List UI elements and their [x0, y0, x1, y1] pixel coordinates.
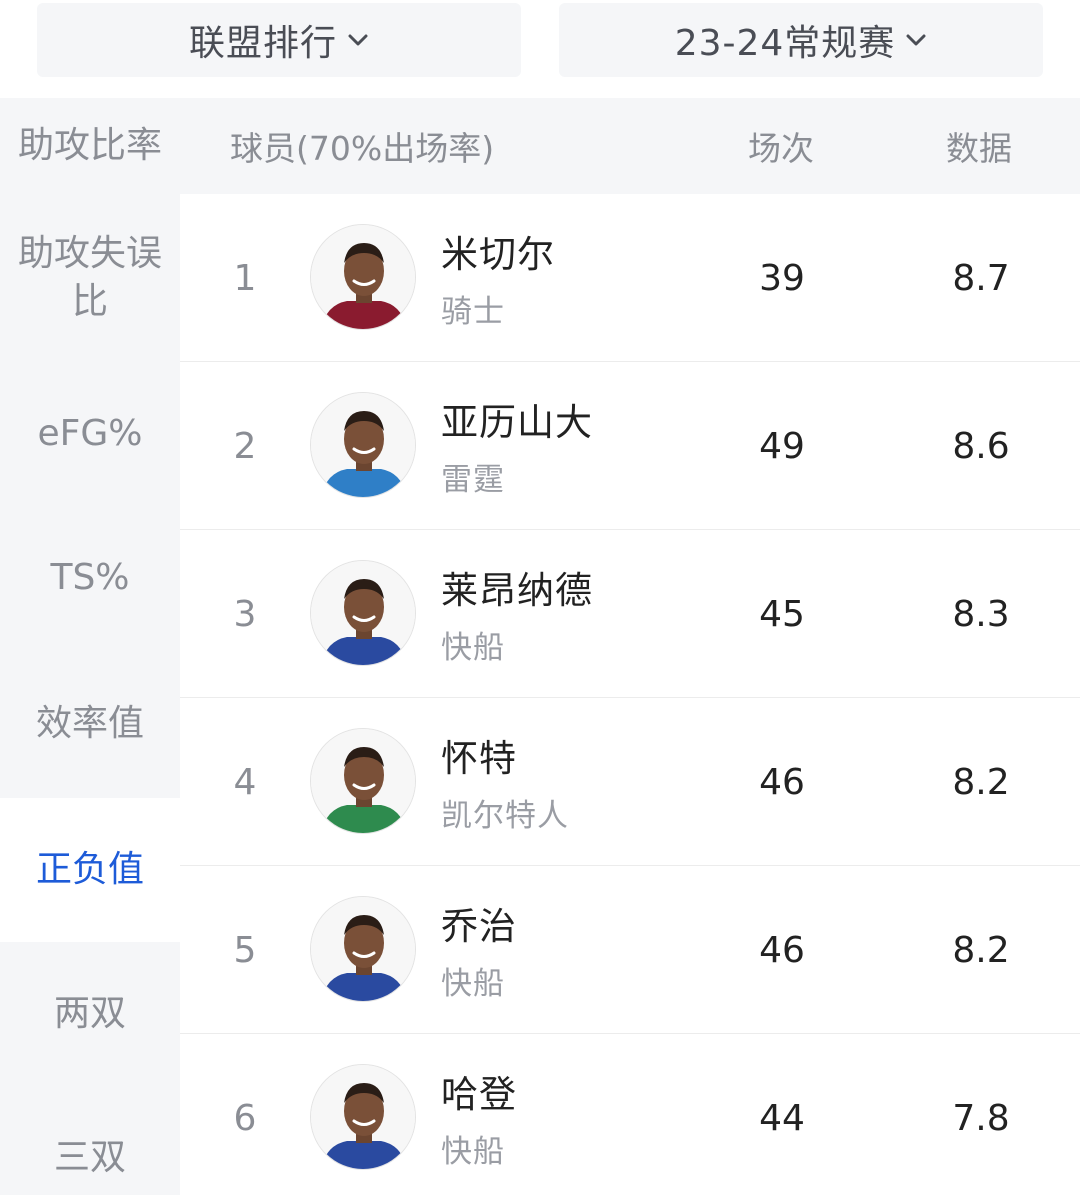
player-name[interactable]: 怀特: [441, 737, 517, 780]
rank-number: 2: [233, 425, 257, 467]
sidebar-item-label: eFG%: [37, 413, 143, 454]
player-team: 凯尔特人: [441, 798, 569, 834]
rank-number: 4: [233, 761, 257, 803]
stat-column-header[interactable]: 数据: [946, 129, 1012, 168]
sidebar-item-triple-double[interactable]: 三双: [0, 1086, 180, 1195]
player-name[interactable]: 哈登: [441, 1073, 517, 1116]
games-played: 44: [759, 1097, 805, 1139]
rank-number: 6: [233, 1097, 257, 1139]
sidebar-item-assist-turnover[interactable]: 助攻失误比: [0, 194, 180, 362]
player-headshot-icon: [311, 897, 415, 1001]
sidebar-item-label: 助攻失误比: [17, 233, 162, 322]
player-headshot-icon: [311, 729, 415, 833]
player-name[interactable]: 莱昂纳德: [441, 569, 593, 612]
player-avatar: [310, 560, 416, 666]
games-played: 45: [759, 593, 805, 635]
player-team: 雷霆: [441, 462, 505, 498]
player-headshot-icon: [311, 225, 415, 329]
table-row[interactable]: 1 米切尔骑士 39 8.7: [180, 194, 1080, 362]
stat-value: 8.7: [952, 257, 1010, 299]
player-avatar: [310, 224, 416, 330]
sidebar-item-label: TS%: [50, 557, 130, 598]
table-row[interactable]: 2 亚历山大雷霆 49 8.6: [180, 362, 1080, 530]
player-headshot-icon: [311, 393, 415, 497]
games-played: 46: [759, 929, 805, 971]
sidebar-item-plus-minus[interactable]: 正负值: [0, 798, 180, 942]
sidebar-item-ts[interactable]: TS%: [0, 506, 180, 650]
games-played: 39: [759, 257, 805, 299]
table-row[interactable]: 4 怀特凯尔特人 46 8.2: [180, 698, 1080, 866]
player-team: 快船: [441, 630, 505, 666]
player-headshot-icon: [311, 561, 415, 665]
player-name[interactable]: 米切尔: [441, 233, 555, 276]
player-headshot-icon: [311, 1065, 415, 1169]
player-avatar: [310, 392, 416, 498]
stat-value: 7.8: [952, 1097, 1010, 1139]
chevron-down-icon: [347, 29, 369, 51]
chevron-down-icon: [905, 29, 927, 51]
sidebar-item-double-double[interactable]: 两双: [0, 942, 180, 1086]
player-avatar: [310, 896, 416, 1002]
sidebar-item-efficiency[interactable]: 效率值: [0, 650, 180, 798]
player-team: 快船: [441, 966, 505, 1002]
games-column-header: 场次: [748, 129, 814, 168]
stat-value: 8.3: [952, 593, 1010, 635]
stat-value: 8.6: [952, 425, 1010, 467]
rank-number: 3: [233, 593, 257, 635]
stat-value: 8.2: [952, 929, 1010, 971]
sidebar-item-label: 效率值: [35, 703, 144, 744]
season-label: 23-24常规赛: [674, 23, 896, 64]
rank-number: 5: [233, 929, 257, 971]
filter-bar: 联盟排行 23-24常规赛: [0, 0, 1080, 98]
player-column-header: 球员(70%出场率): [230, 129, 495, 168]
games-played: 46: [759, 761, 805, 803]
player-name[interactable]: 亚历山大: [441, 401, 593, 444]
stat-value: 8.2: [952, 761, 1010, 803]
table-row[interactable]: 6 哈登快船 44 7.8: [180, 1034, 1080, 1195]
sidebar-item-assist-ratio[interactable]: 助攻比率: [0, 98, 180, 194]
table-row[interactable]: 5 乔治快船 46 8.2: [180, 866, 1080, 1034]
sidebar-item-efg[interactable]: eFG%: [0, 362, 180, 506]
sidebar-item-label: 两双: [53, 993, 126, 1034]
games-played: 49: [759, 425, 805, 467]
table-header: 球员(70%出场率) 场次 数据: [180, 98, 1080, 194]
sidebar-item-label: 助攻比率: [17, 125, 162, 166]
player-name[interactable]: 乔治: [441, 905, 517, 948]
sidebar-item-label: 正负值: [35, 849, 144, 890]
table-row[interactable]: 3 莱昂纳德快船 45 8.3: [180, 530, 1080, 698]
stat-category-sidebar: 助攻比率 助攻失误比 eFG% TS% 效率值 正负值 两双 三双: [0, 98, 180, 1195]
player-team: 快船: [441, 1134, 505, 1170]
rank-number: 1: [233, 257, 257, 299]
season-dropdown[interactable]: 23-24常规赛: [559, 3, 1043, 77]
player-avatar: [310, 728, 416, 834]
player-avatar: [310, 1064, 416, 1170]
league-ranking-dropdown[interactable]: 联盟排行: [37, 3, 521, 77]
league-ranking-label: 联盟排行: [188, 23, 337, 64]
player-team: 骑士: [441, 294, 505, 330]
sidebar-item-label: 三双: [53, 1137, 126, 1178]
